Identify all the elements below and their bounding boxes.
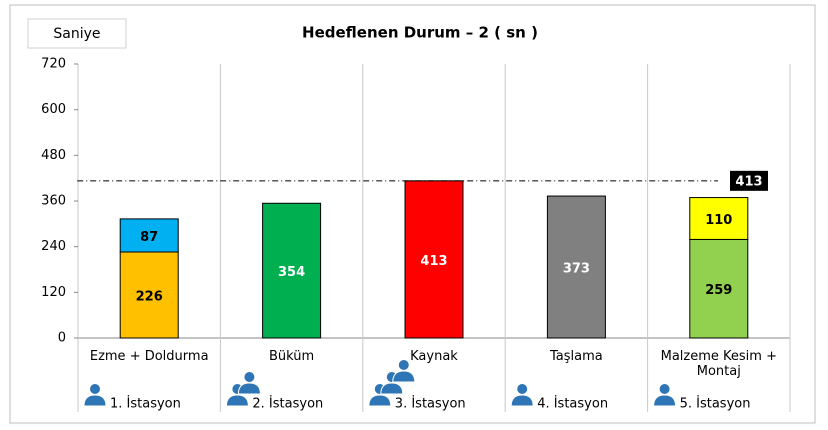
operator-icons: [225, 371, 261, 407]
data-label: 413: [420, 254, 447, 269]
y-tick-label: 120: [41, 285, 66, 300]
x-tick-label: Kaynak: [410, 349, 458, 364]
station-label: 1. İstasyon: [110, 396, 181, 412]
station-label: 4. İstasyon: [537, 396, 608, 412]
data-label: 87: [140, 230, 158, 245]
station-label: 5. İstasyon: [680, 396, 751, 412]
person-head: [516, 383, 529, 395]
y-tick-label: 480: [41, 148, 66, 163]
x-tick-label: Ezme + Doldurma: [89, 349, 209, 364]
person-body: [510, 394, 534, 407]
bar-segment: [689, 197, 749, 240]
person-body: [237, 382, 261, 395]
operator-icons: [83, 383, 107, 407]
y-label: Saniye: [53, 26, 100, 42]
y-tick-label: 600: [41, 102, 66, 117]
target-label-box: [730, 170, 768, 191]
y-tick-label: 0: [58, 331, 66, 346]
bar-segment: [119, 251, 179, 339]
operator-icons: [510, 383, 534, 407]
target-label: 413: [735, 174, 762, 189]
y-label-box: [27, 18, 127, 49]
person-body: [380, 382, 404, 395]
x-tick-label: Büküm: [268, 349, 315, 364]
bar-segment: [689, 238, 749, 339]
data-label: 110: [705, 213, 732, 228]
chart-title: Hedeflenen Durum – 2 ( sn ): [302, 24, 538, 42]
data-label: 259: [705, 283, 732, 298]
y-tick-label: 240: [41, 239, 66, 254]
person-body: [653, 394, 677, 407]
bar-segment: [546, 195, 606, 339]
y-tick-label: 720: [41, 57, 66, 72]
x-tick-label: Malzeme Kesim + Montaj: [660, 349, 777, 379]
person-body: [83, 394, 107, 407]
y-tick-label: 360: [41, 194, 66, 209]
station-label: 3. İstasyon: [395, 396, 466, 412]
person-head: [89, 383, 101, 395]
bar-segment: [119, 218, 179, 253]
x-tick-label: Taşlama: [550, 349, 603, 364]
data-label: 373: [563, 262, 590, 277]
person-body: [225, 394, 249, 407]
station-label: 2. İstasyon: [252, 396, 323, 412]
person-body: [392, 370, 416, 383]
operator-icons: [653, 383, 677, 407]
bar-segment: [262, 202, 322, 339]
data-label: 226: [136, 289, 163, 304]
person-body: [368, 394, 392, 407]
person-head: [243, 371, 256, 383]
bar-segment: [404, 180, 464, 339]
person-head: [658, 383, 671, 395]
operator-icons: [368, 359, 416, 407]
data-label: 354: [278, 265, 305, 280]
